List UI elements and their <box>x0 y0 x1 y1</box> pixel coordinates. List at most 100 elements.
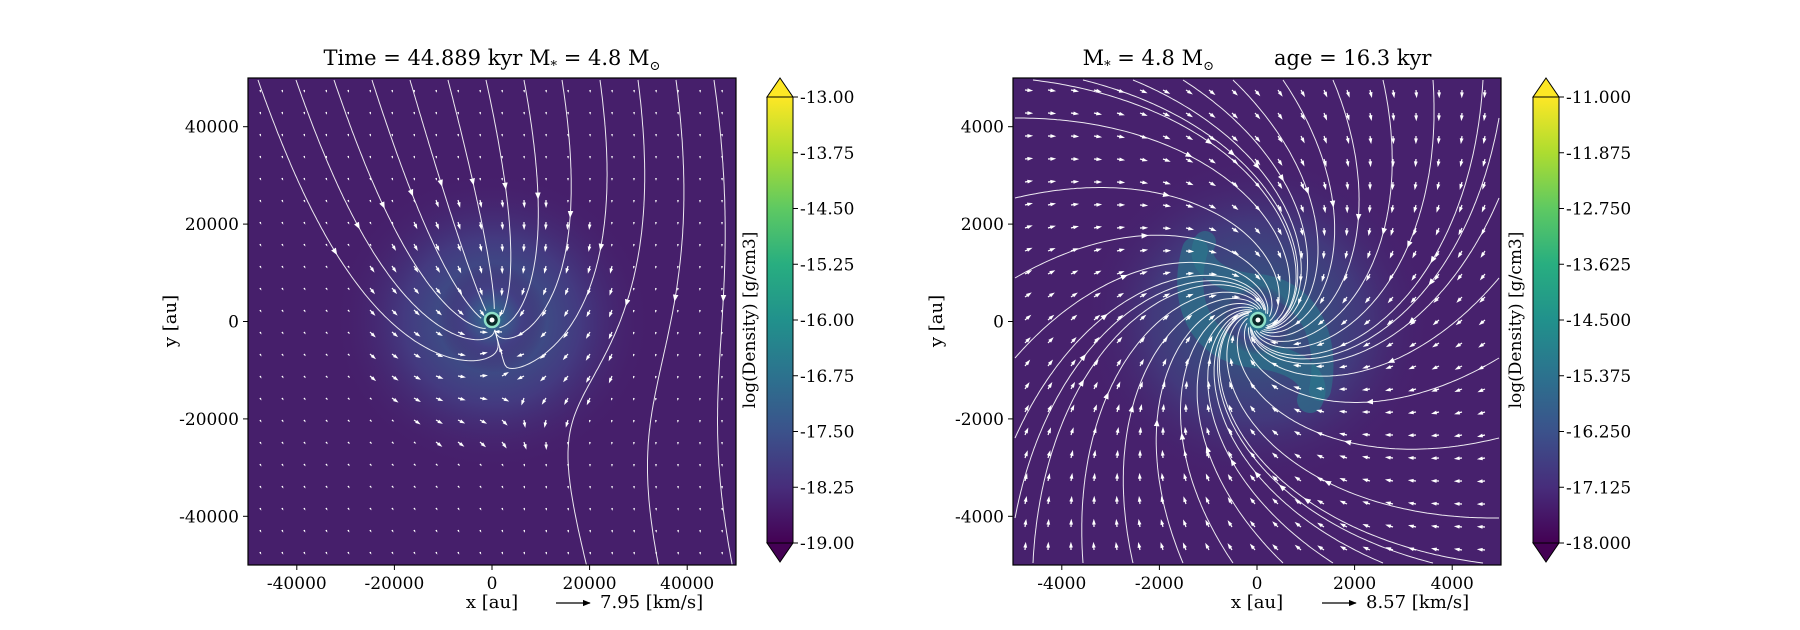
quiver-arrowhead <box>435 90 437 93</box>
quiver-arrowhead <box>325 112 328 115</box>
title-right: M* = 4.8 M⊙ age = 16.3 kyr <box>1083 46 1433 74</box>
quiver-arrowhead <box>1294 499 1301 505</box>
quiver-arrowhead <box>1434 252 1440 259</box>
quiver-arrowhead <box>1209 112 1216 118</box>
quiver-arrowhead <box>1391 138 1396 145</box>
colorbar-extend-min-left <box>766 542 794 563</box>
x-tick-label: -20000 <box>364 574 424 594</box>
quiver-arrowhead <box>347 419 350 423</box>
quiver-arrowhead <box>413 507 416 511</box>
quiver-arrowhead <box>1437 115 1441 122</box>
quiver-arrowhead <box>1434 274 1440 281</box>
streamline <box>567 79 646 565</box>
quiver-arrowhead <box>1389 252 1394 259</box>
quiver-arrowhead <box>478 246 483 252</box>
quiver-arrowhead <box>1024 382 1030 389</box>
streamline <box>1226 314 1499 519</box>
quiver-arrowhead <box>259 331 262 335</box>
quiver-arrowhead <box>1024 450 1028 457</box>
quiver-arrowhead <box>347 485 350 489</box>
quiver-arrowhead <box>1249 474 1255 481</box>
quiver-arrowhead <box>1183 449 1188 457</box>
quiver-arrowhead <box>1073 134 1080 139</box>
quiver-arrowhead <box>479 289 483 296</box>
streamline <box>485 79 512 315</box>
x-tick-label: 20000 <box>563 574 617 594</box>
quiver-arrowhead <box>391 463 394 467</box>
quiver-arrowhead <box>564 289 569 296</box>
quiver-arrowhead <box>565 421 569 428</box>
quiver-arrowhead <box>501 507 504 511</box>
quiver-arrowhead <box>457 156 459 159</box>
quiver-arrowhead <box>1026 270 1033 275</box>
quiver-arrowhead <box>1209 135 1216 141</box>
quiver-arrowhead <box>699 244 701 247</box>
quiver-arrowhead <box>1186 314 1193 320</box>
quiver-arrowhead <box>347 265 350 269</box>
quiver-arrowhead <box>1432 320 1439 326</box>
quiver-arrowhead <box>1300 183 1305 190</box>
quiver-arrowhead <box>677 200 679 203</box>
y-tick-label: 40000 <box>185 118 239 138</box>
streamlines-left <box>257 79 733 565</box>
quiver-arrowhead <box>1211 272 1218 277</box>
quiver-arrowhead <box>677 310 679 313</box>
quiver-arrowhead <box>1183 519 1187 526</box>
quiver-arrowhead <box>611 112 613 115</box>
quiver-arrowhead <box>325 90 327 93</box>
quiver-arrowhead <box>655 442 657 445</box>
quiver-arrowhead <box>1049 225 1056 230</box>
quiver-arrowhead <box>435 267 441 273</box>
quiver-arrowhead <box>1205 542 1210 549</box>
quiver-arrowhead <box>1345 91 1350 98</box>
streamline <box>1253 79 1435 349</box>
quiver-arrowhead <box>458 442 465 447</box>
quiver-arrowhead <box>259 309 262 313</box>
quiver-arrowhead <box>391 529 394 533</box>
quiver-arrowhead <box>1050 202 1057 207</box>
quiver-arrowhead <box>699 486 701 489</box>
quiver-arrowhead <box>1073 88 1080 93</box>
quiver-arrowhead <box>1092 518 1096 525</box>
quiver-arrowhead <box>457 178 459 181</box>
quiver-arrowhead <box>1386 320 1393 326</box>
quiver-arrowhead <box>259 221 262 225</box>
quiver-arrowhead <box>1095 292 1101 298</box>
quiver-right <box>1023 88 1487 552</box>
quiver-arrowhead <box>1459 206 1463 213</box>
quiver-arrowhead <box>565 268 570 274</box>
quiver-arrowhead <box>1141 89 1148 94</box>
streamline <box>1261 79 1336 334</box>
quiver-arrowhead <box>369 90 371 93</box>
quiver-arrowhead <box>1093 359 1099 366</box>
quiver-arrowhead <box>1277 160 1283 166</box>
quiver-arrowhead <box>281 375 284 379</box>
quiver-arrowhead <box>1454 365 1461 370</box>
colorbar-tick-label: -16.250 <box>1566 423 1631 443</box>
quiver-arrowhead <box>608 377 613 384</box>
streamline <box>1081 291 1263 564</box>
quiver-arrowhead <box>1071 314 1078 320</box>
colorbar-tick-label: -11.000 <box>1566 88 1631 108</box>
quiver-arrowhead <box>1430 456 1437 461</box>
quiver-arrowhead <box>1436 161 1441 168</box>
quiver-arrowhead <box>1141 134 1148 139</box>
quiver-arrowhead <box>1459 115 1464 122</box>
quiver-arrowhead <box>586 399 591 406</box>
x-tick-label: 4000 <box>1431 574 1474 594</box>
streamline <box>1082 79 1299 328</box>
quiver-arrowhead <box>369 199 372 203</box>
quiver-arrowhead <box>1455 320 1462 326</box>
quiver-arrowhead <box>586 311 591 318</box>
quiver-arrowhead <box>391 441 395 444</box>
quiver-arrowhead <box>392 310 398 316</box>
quiver-arrowhead <box>1340 320 1347 326</box>
quiver-arrowhead <box>435 178 437 181</box>
quiver-arrowhead <box>501 552 504 555</box>
quiver-arrowhead <box>1183 473 1188 480</box>
quiver-arrowhead <box>500 202 505 208</box>
quiver-arrowhead <box>281 485 284 489</box>
quiver-arrowhead <box>1385 501 1392 506</box>
quiver-arrowhead <box>1249 428 1255 435</box>
